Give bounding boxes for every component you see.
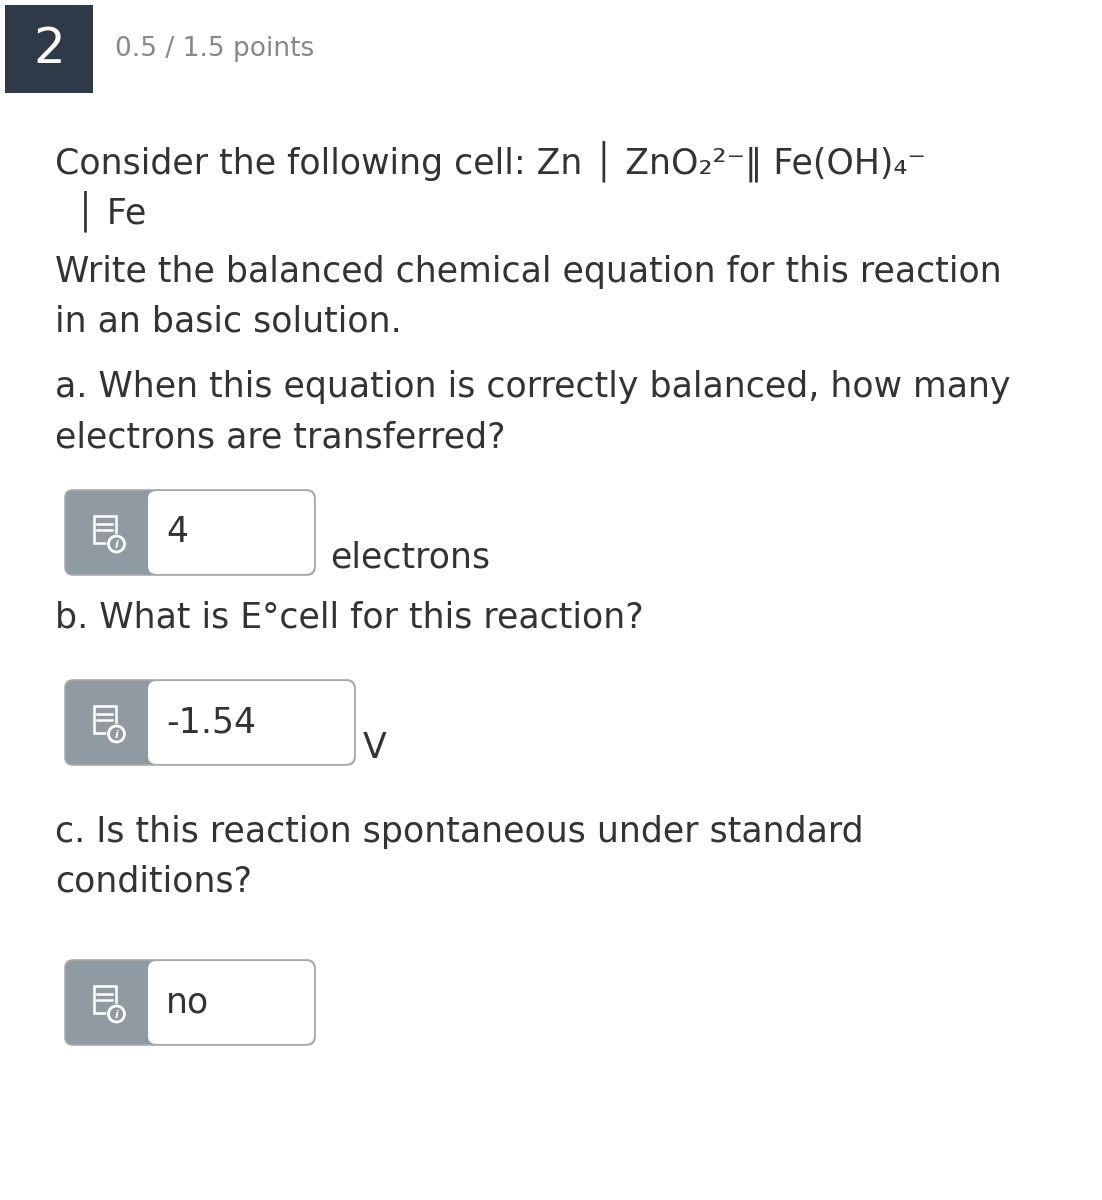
- Text: V: V: [363, 731, 387, 766]
- Circle shape: [107, 1004, 126, 1024]
- Text: Write the balanced chemical equation for this reaction: Write the balanced chemical equation for…: [55, 254, 1002, 289]
- Text: a. When this equation is correctly balanced, how many: a. When this equation is correctly balan…: [55, 370, 1011, 404]
- Text: c. Is this reaction spontaneous under standard: c. Is this reaction spontaneous under st…: [55, 815, 864, 850]
- FancyBboxPatch shape: [148, 680, 354, 764]
- Text: electrons are transferred?: electrons are transferred?: [55, 420, 506, 454]
- Text: electrons: electrons: [329, 541, 490, 575]
- Text: i: i: [115, 1009, 118, 1020]
- FancyBboxPatch shape: [148, 491, 314, 574]
- Text: 4: 4: [166, 516, 188, 550]
- FancyBboxPatch shape: [65, 960, 315, 1045]
- Text: in an basic solution.: in an basic solution.: [55, 305, 402, 338]
- Text: │ Fe: │ Fe: [75, 190, 147, 232]
- Text: Consider the following cell: Zn │ ZnO₂²⁻‖ Fe(OH)₄⁻: Consider the following cell: Zn │ ZnO₂²⁻…: [55, 140, 926, 181]
- Text: conditions?: conditions?: [55, 865, 252, 899]
- Circle shape: [107, 725, 126, 744]
- Text: -1.54: -1.54: [166, 706, 256, 739]
- FancyBboxPatch shape: [65, 490, 315, 575]
- FancyBboxPatch shape: [65, 680, 355, 766]
- Text: i: i: [115, 540, 118, 550]
- Bar: [6, 5, 93, 92]
- Text: 2: 2: [33, 25, 65, 73]
- FancyBboxPatch shape: [148, 961, 314, 1044]
- Text: b. What is E°cell for this reaction?: b. What is E°cell for this reaction?: [55, 600, 644, 634]
- Text: i: i: [115, 730, 118, 739]
- Text: 0.5 / 1.5 points: 0.5 / 1.5 points: [115, 36, 314, 62]
- Circle shape: [107, 534, 126, 553]
- Text: no: no: [166, 985, 209, 1020]
